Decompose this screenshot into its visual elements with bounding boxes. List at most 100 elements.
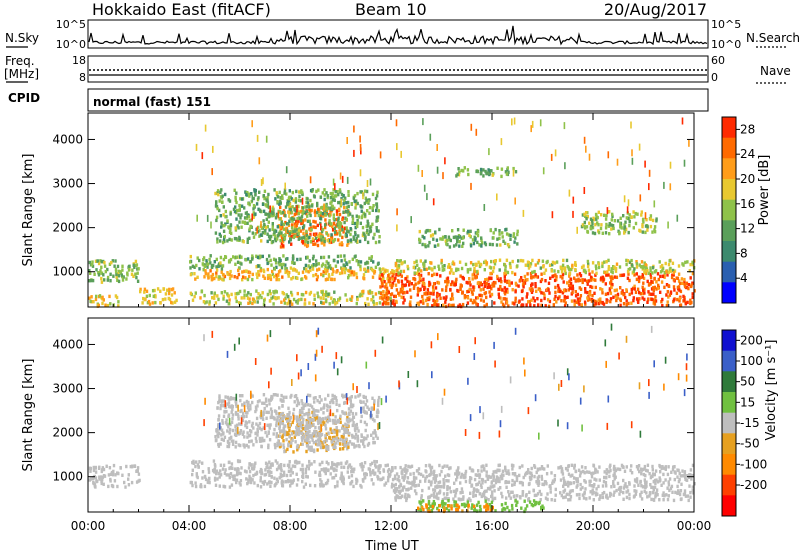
data-cell <box>394 276 397 280</box>
data-cell <box>478 492 481 496</box>
data-cell <box>282 480 285 484</box>
data-cell <box>132 274 135 278</box>
data-cell <box>690 283 693 287</box>
data-cell <box>375 194 379 198</box>
data-cell <box>270 214 273 218</box>
data-cell <box>364 395 367 400</box>
data-cell <box>525 471 528 475</box>
data-cell <box>568 274 571 278</box>
data-cell <box>492 236 495 240</box>
data-cell <box>362 406 365 410</box>
data-cell <box>471 301 475 305</box>
noise-panel: N.Sky 10^5 10^0 10^5 10^0 N.Search <box>5 18 800 51</box>
data-cell <box>354 225 357 230</box>
data-cell <box>598 465 601 469</box>
data-cell <box>585 145 587 153</box>
data-cell <box>521 464 524 468</box>
data-cell <box>372 260 375 264</box>
data-cell <box>234 226 237 230</box>
data-cell <box>340 434 343 439</box>
data-cell <box>255 289 258 293</box>
data-cell <box>246 237 249 241</box>
data-cell <box>676 475 679 479</box>
data-cell <box>341 393 344 398</box>
data-cell <box>237 272 241 277</box>
data-cell <box>483 284 487 288</box>
data-cell <box>511 483 514 487</box>
data-cell <box>395 272 398 277</box>
data-cell <box>302 485 306 489</box>
data-cell <box>444 300 447 304</box>
data-cell <box>379 285 382 289</box>
data-cell <box>380 281 384 285</box>
data-cell <box>325 209 329 214</box>
data-cell <box>301 197 304 205</box>
data-cell <box>109 272 112 276</box>
colorbar-segment <box>722 158 736 180</box>
data-cell <box>320 432 324 437</box>
data-cell <box>339 233 342 237</box>
data-cell <box>626 206 629 214</box>
data-cell <box>151 301 154 305</box>
data-cell <box>300 399 303 403</box>
data-cell <box>264 430 267 435</box>
data-cell <box>588 293 592 297</box>
data-cell <box>614 269 618 273</box>
data-cell <box>313 413 317 417</box>
data-cell <box>316 275 319 279</box>
data-cell <box>564 482 568 486</box>
data-cell <box>449 297 453 301</box>
data-cell <box>567 283 571 288</box>
data-cell <box>320 300 323 305</box>
data-cell <box>324 271 327 275</box>
data-cell <box>490 287 493 291</box>
data-cell <box>229 227 232 232</box>
data-cell <box>249 476 252 480</box>
data-cell <box>359 135 361 143</box>
data-cell <box>308 393 312 398</box>
data-cell <box>412 471 415 476</box>
data-cell <box>337 200 340 205</box>
data-cell <box>240 204 244 208</box>
data-cell <box>461 302 465 307</box>
data-cell <box>616 481 620 486</box>
data-cell <box>607 151 610 159</box>
data-cell <box>285 437 288 442</box>
data-cell <box>445 479 448 483</box>
data-cell <box>635 277 639 282</box>
data-cell <box>513 272 517 276</box>
data-cell <box>663 494 666 498</box>
data-cell <box>342 465 346 469</box>
data-cell <box>321 236 325 240</box>
data-cell <box>507 244 511 249</box>
data-cell <box>597 298 600 302</box>
data-cell <box>571 290 574 295</box>
data-cell <box>596 221 599 225</box>
data-cell <box>491 496 494 500</box>
data-cell <box>604 226 608 230</box>
data-cell <box>505 297 508 301</box>
data-cell <box>307 416 310 421</box>
data-cell <box>340 241 343 245</box>
data-cell <box>248 474 251 479</box>
data-cell <box>678 296 682 300</box>
data-cell <box>468 479 472 483</box>
data-cell <box>485 261 489 265</box>
data-cell <box>626 216 630 221</box>
data-cell <box>370 478 373 482</box>
data-cell <box>311 257 315 261</box>
data-cell <box>246 431 249 435</box>
data-cell <box>391 477 395 482</box>
data-cell <box>257 296 260 300</box>
data-cell <box>383 293 386 298</box>
data-cell <box>683 280 686 284</box>
data-cell <box>559 274 562 279</box>
data-cell <box>561 263 565 267</box>
data-cell <box>258 190 261 194</box>
data-cell <box>256 134 259 142</box>
data-cell <box>384 300 388 304</box>
data-cell <box>332 438 335 442</box>
data-cell <box>265 204 268 208</box>
data-cell <box>282 262 285 267</box>
